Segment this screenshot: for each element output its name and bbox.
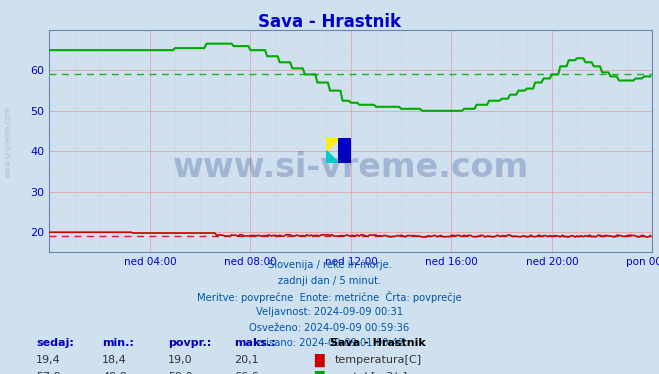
Polygon shape [339,138,351,163]
Text: 49,8: 49,8 [102,372,127,374]
Text: zadnji dan / 5 minut.: zadnji dan / 5 minut. [278,276,381,286]
Text: Sava - Hrastnik: Sava - Hrastnik [258,13,401,31]
Text: Veljavnost: 2024-09-09 00:31: Veljavnost: 2024-09-09 00:31 [256,307,403,317]
Text: povpr.:: povpr.: [168,338,212,349]
Text: min.:: min.: [102,338,134,349]
Text: www.si-vreme.com: www.si-vreme.com [173,151,529,184]
Text: temperatura[C]: temperatura[C] [335,355,422,365]
Text: maks.:: maks.: [234,338,275,349]
Text: █: █ [314,353,324,367]
Text: Meritve: povprečne  Enote: metrične  Črta: povprečje: Meritve: povprečne Enote: metrične Črta:… [197,291,462,303]
Text: Izrisano: 2024-09-09 01:00:42: Izrisano: 2024-09-09 01:00:42 [254,338,405,349]
Text: 19,0: 19,0 [168,355,192,365]
Text: 18,4: 18,4 [102,355,127,365]
Text: pretok[m3/s]: pretok[m3/s] [335,372,407,374]
Text: Slovenija / reke in morje.: Slovenija / reke in morje. [268,260,391,270]
Polygon shape [326,138,339,151]
Text: 20,1: 20,1 [234,355,258,365]
Text: 66,6: 66,6 [234,372,258,374]
Text: Osveženo: 2024-09-09 00:59:36: Osveženo: 2024-09-09 00:59:36 [249,323,410,333]
Text: sedaj:: sedaj: [36,338,74,349]
Polygon shape [326,151,339,163]
Text: 57,9: 57,9 [36,372,61,374]
Text: 59,0: 59,0 [168,372,192,374]
Text: www.si-vreme.com: www.si-vreme.com [3,106,13,178]
Text: Sava - Hrastnik: Sava - Hrastnik [330,338,425,349]
Polygon shape [339,138,351,163]
Text: █: █ [314,370,324,374]
Text: 19,4: 19,4 [36,355,61,365]
